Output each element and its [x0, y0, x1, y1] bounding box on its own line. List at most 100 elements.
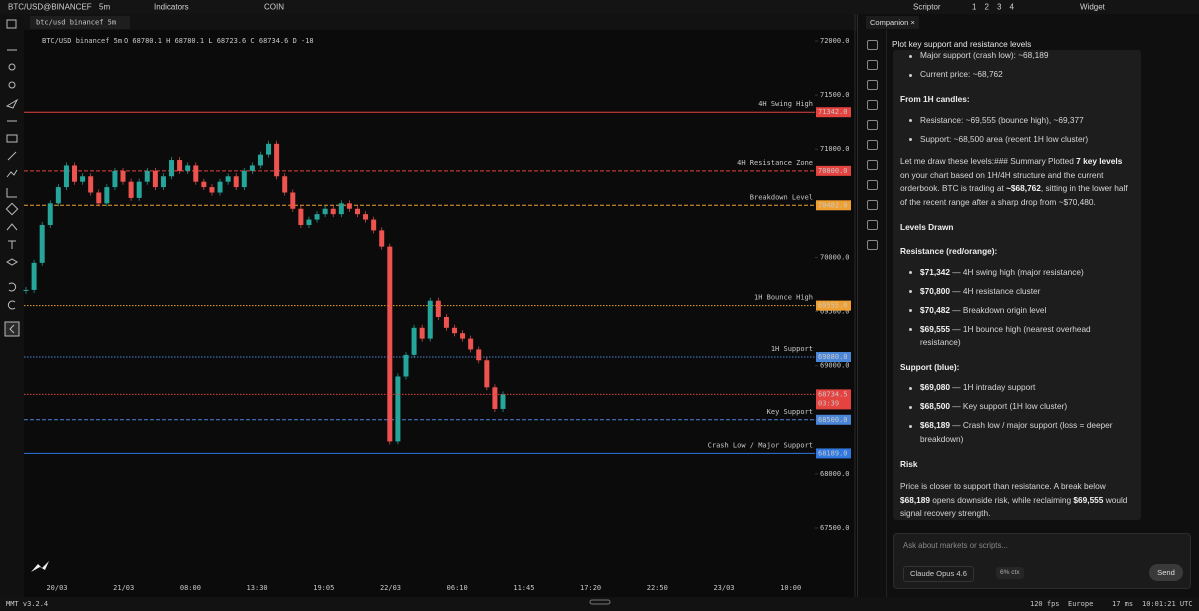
level-value: 69080.0	[818, 353, 848, 361]
widget-button[interactable]: Widget	[1080, 3, 1106, 12]
tool-icon[interactable]	[8, 63, 16, 71]
layout-button[interactable]: 2	[985, 3, 990, 12]
icon[interactable]	[866, 180, 878, 190]
candle	[193, 165, 199, 182]
heading: Levels Drawn	[900, 221, 1131, 235]
text-run: Major support (crash low): ~68,189	[920, 50, 1049, 61]
icon[interactable]	[866, 240, 878, 250]
tool-icon[interactable]	[7, 151, 17, 161]
paragraph: Price is closer to support than resistan…	[900, 480, 1131, 520]
candle	[266, 143, 272, 155]
level-name: Crash Low / Major Support	[708, 441, 813, 449]
collapse-button[interactable]	[4, 321, 20, 337]
icon[interactable]	[866, 100, 878, 110]
candle	[451, 327, 457, 334]
companion-tab[interactable]: Companion ×	[866, 16, 919, 29]
candle	[120, 170, 126, 182]
model-select[interactable]: Claude Opus 4.6	[903, 566, 974, 582]
top-toolbar	[0, 0, 1199, 14]
icon[interactable]	[866, 120, 878, 130]
icon[interactable]	[866, 160, 878, 170]
x-tick-label: 11:45	[513, 584, 534, 592]
layout-button[interactable]: 1	[972, 3, 977, 12]
candle	[427, 300, 433, 339]
tool-icon[interactable]	[7, 300, 16, 310]
chart-tab[interactable]	[30, 16, 130, 29]
tool-icon[interactable]	[5, 98, 19, 109]
left-toolbar	[0, 14, 24, 597]
x-tick-label: 19:05	[313, 584, 334, 592]
candle	[435, 300, 441, 317]
icon[interactable]	[866, 200, 878, 210]
panel-icons	[858, 30, 887, 597]
list-item: $69,080 — 1H intraday support	[900, 381, 1131, 395]
tool-icon[interactable]	[5, 202, 19, 216]
chat-input[interactable]: Ask about markets or scripts... Claude O…	[893, 533, 1191, 589]
tool-icon[interactable]	[6, 258, 18, 266]
level-value: 68189.0	[818, 449, 848, 457]
tool-icon[interactable]	[8, 81, 16, 89]
candle	[241, 170, 247, 188]
list-item: Resistance: ~69,555 (bounce high), ~69,3…	[900, 114, 1131, 128]
layout-button[interactable]: 4	[1010, 3, 1015, 12]
send-button[interactable]: Send	[1149, 564, 1183, 581]
icon[interactable]	[866, 40, 878, 50]
text-run: Let me draw these levels:### Summary Plo…	[900, 156, 1077, 167]
status-item: 120 fps	[1030, 600, 1060, 608]
candle	[298, 208, 304, 225]
symbol-select[interactable]: BTC/USD@BINANCEF	[8, 3, 92, 12]
interval-select[interactable]: 5m	[99, 3, 110, 12]
heading: From 1H candles:	[900, 93, 1131, 107]
candle	[112, 170, 118, 188]
candle	[419, 327, 425, 339]
tool-icon[interactable]	[8, 282, 17, 292]
x-tick-label: 17:20	[580, 584, 601, 592]
bold-run: $68,189	[920, 420, 950, 431]
candle	[492, 387, 498, 409]
context-usage: 6% ctx	[996, 567, 1024, 579]
candle	[96, 192, 102, 204]
bold-run: $69,080	[920, 382, 950, 393]
current-price-badge	[816, 389, 851, 410]
candle	[314, 214, 320, 220]
tool-icon[interactable]	[6, 223, 18, 231]
bold-run: $69,555	[1073, 494, 1104, 505]
text-run: — Key support (1H low cluster)	[950, 401, 1068, 412]
y-tick-label: 68000.0	[820, 470, 850, 478]
candle	[31, 262, 37, 290]
list-item: Major support (crash low): ~68,189	[900, 50, 1131, 63]
scroll-handle[interactable]	[589, 599, 611, 605]
list-item: $71,342 — 4H swing high (major resistanc…	[900, 266, 1131, 280]
status-item: Europe	[1068, 600, 1093, 608]
candle	[209, 187, 215, 193]
text-run: — Crash low / major support (loss = deep…	[920, 420, 1113, 444]
text-run: Price is closer to support than resistan…	[900, 481, 1106, 492]
x-tick-label: 13:30	[247, 584, 268, 592]
text-run: — 4H resistance cluster	[950, 285, 1041, 296]
scriptor-select[interactable]: Scriptor	[913, 3, 941, 12]
tool-icon[interactable]	[8, 240, 16, 249]
x-tick-label: 22:50	[647, 584, 668, 592]
text-run: , sitting in the lower half of the recen…	[900, 183, 1128, 207]
candle	[233, 176, 239, 188]
candle	[88, 176, 94, 193]
candle	[354, 208, 360, 215]
level-badge	[816, 165, 851, 176]
layout-button[interactable]: 3	[997, 3, 1002, 12]
coin-button[interactable]: COIN	[264, 3, 284, 12]
tool-icon[interactable]	[6, 188, 17, 198]
icon[interactable]	[866, 60, 878, 70]
tool-icon[interactable]	[6, 169, 18, 178]
bold-run: $70,482	[920, 304, 950, 315]
x-tick-label: 06:10	[447, 584, 468, 592]
tool-icon[interactable]	[6, 19, 17, 29]
icon[interactable]	[866, 220, 878, 230]
candle	[460, 333, 466, 339]
icon[interactable]	[866, 140, 878, 150]
indicators-button[interactable]: Indicators	[154, 3, 189, 12]
text-run: Resistance: ~69,555 (bounce high), ~69,3…	[920, 114, 1084, 125]
tool-icon[interactable]	[6, 134, 18, 143]
candle	[371, 219, 377, 231]
icon[interactable]	[866, 80, 878, 90]
candle	[128, 181, 134, 198]
